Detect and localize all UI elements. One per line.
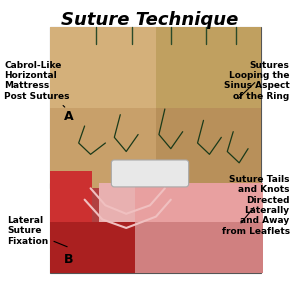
Bar [156, 27, 262, 108]
Text: A: A [64, 110, 73, 123]
Bar [156, 108, 262, 188]
Text: Suture Technique: Suture Technique [61, 11, 239, 29]
FancyBboxPatch shape [50, 27, 262, 188]
Bar [135, 222, 263, 273]
Text: Sutures
Looping the
Sinus Aspect
of the Ring: Sutures Looping the Sinus Aspect of the … [224, 61, 290, 101]
Bar [50, 171, 92, 222]
FancyBboxPatch shape [50, 183, 262, 273]
Text: B: B [64, 253, 73, 266]
Bar [100, 183, 135, 222]
Bar [50, 222, 154, 273]
Bar [135, 183, 263, 222]
Text: Suture Tails
and Knots
Directed
Laterally
and Away
from Leaflets: Suture Tails and Knots Directed Laterall… [222, 175, 290, 236]
Bar [50, 108, 156, 188]
Bar [50, 27, 156, 108]
Text: Cabrol-Like
Horizontal
Mattress
Post Sutures: Cabrol-Like Horizontal Mattress Post Sut… [4, 61, 70, 107]
Text: Lateral
Suture
Fixation: Lateral Suture Fixation [7, 216, 67, 247]
FancyBboxPatch shape [111, 160, 189, 187]
